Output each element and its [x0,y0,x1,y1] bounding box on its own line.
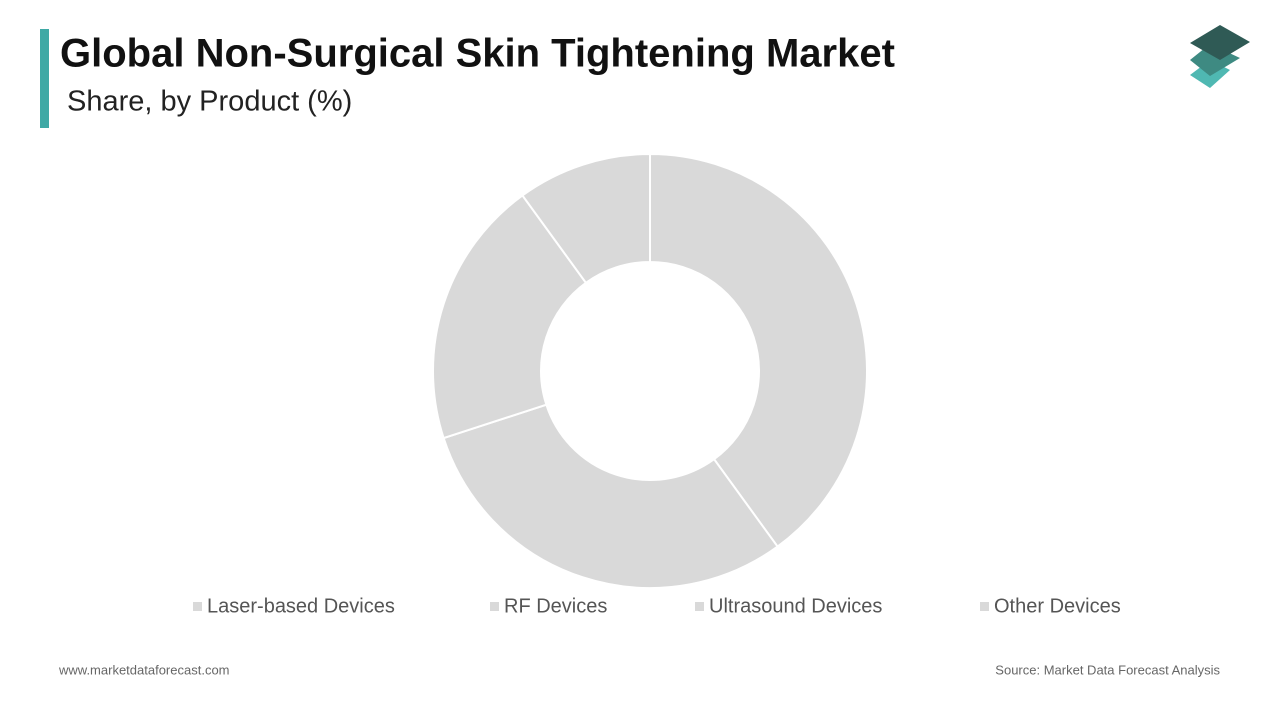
donut-segment [432,194,588,440]
footer-source: Source: Market Data Forecast Analysis [995,662,1220,677]
legend-label: Laser-based Devices [207,595,395,617]
legend-label: Other Devices [994,595,1121,617]
legend-label: RF Devices [504,595,607,617]
legend-swatch [193,602,202,611]
legend-swatch [695,602,704,611]
chart-subtitle: Share, by Product (%) [67,86,352,118]
chart-title: Global Non-Surgical Skin Tightening Mark… [60,32,895,76]
donut-segment [521,152,651,285]
legend-label: Ultrasound Devices [709,595,882,617]
title-accent-bar [40,29,49,128]
donut-segment [442,403,779,589]
donut-segment [649,152,868,548]
footer-website: www.marketdataforecast.com [58,662,230,677]
legend-swatch [980,602,989,611]
logo [1190,25,1250,88]
legend-swatch [490,602,499,611]
